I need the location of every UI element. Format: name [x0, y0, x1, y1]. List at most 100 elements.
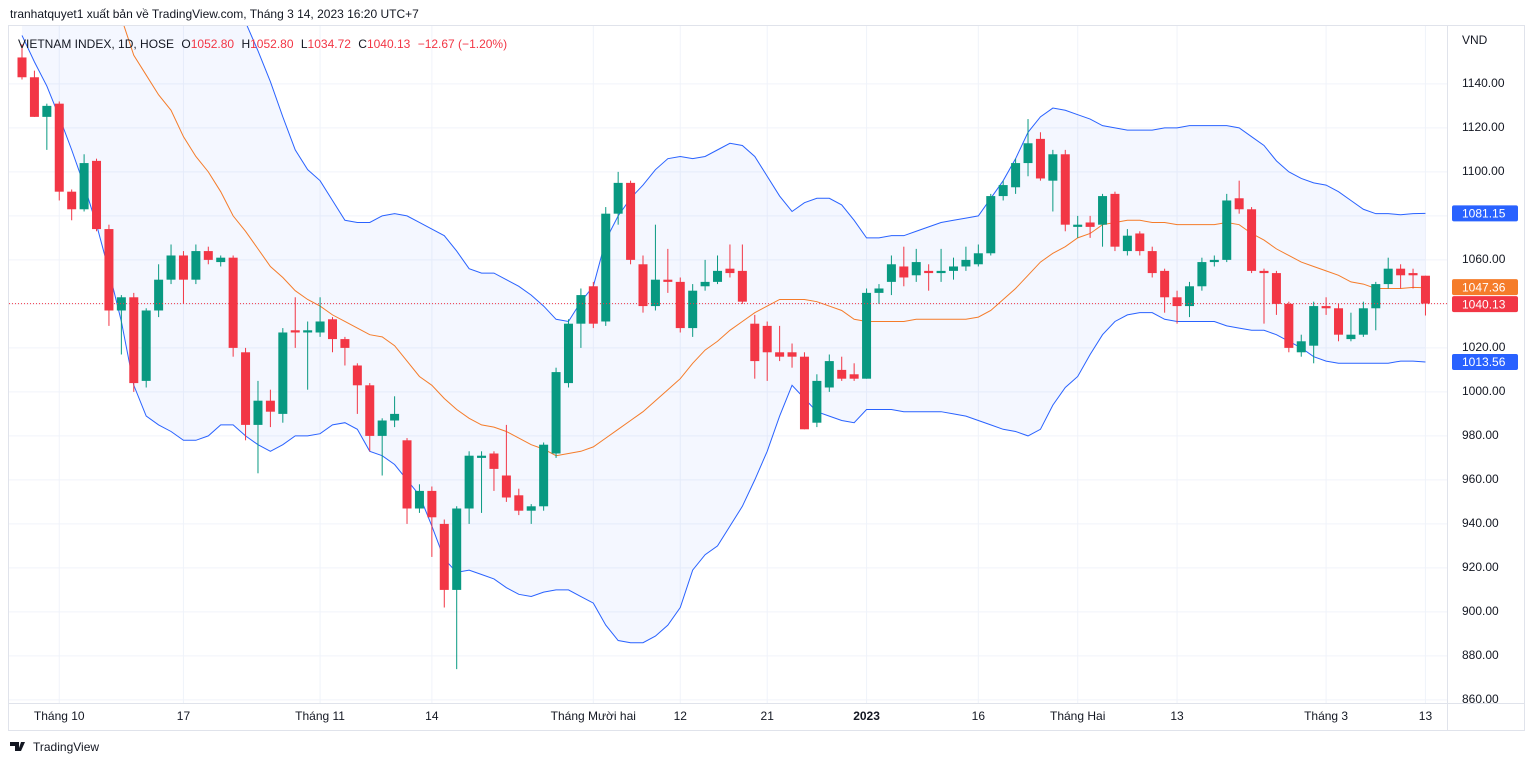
- x-tick-label: Tháng Mười hai: [551, 709, 636, 723]
- candle-body: [1135, 233, 1145, 252]
- y-tick-label: 960.00: [1462, 472, 1499, 486]
- candle-body: [1346, 334, 1356, 340]
- price-badge: [1452, 205, 1518, 222]
- candle-body: [1073, 224, 1083, 227]
- x-tick-label: Tháng 11: [295, 709, 345, 723]
- y-tick-label: 880.00: [1462, 648, 1499, 662]
- candle-body: [973, 253, 983, 265]
- candle-body: [477, 455, 487, 458]
- x-tick-label: 12: [674, 709, 688, 723]
- candle-body: [303, 330, 313, 333]
- candle-body: [452, 508, 462, 590]
- candle-body: [290, 330, 300, 333]
- candle-body: [961, 259, 971, 267]
- candle-body: [116, 297, 126, 311]
- candle-body: [787, 352, 797, 357]
- candle-body: [1420, 275, 1430, 304]
- x-tick-label: 17: [177, 709, 191, 723]
- band-line: [21, 35, 1426, 644]
- ohlc-value: 1052.80: [191, 37, 235, 51]
- candle-body: [1271, 273, 1281, 304]
- candle-body: [54, 103, 64, 192]
- candle-body: [1197, 262, 1207, 287]
- candle-body: [1396, 268, 1406, 276]
- candle-body: [1160, 270, 1170, 298]
- candle-body: [1371, 284, 1381, 309]
- candle-body: [986, 196, 996, 254]
- footer: TradingView: [33, 740, 99, 754]
- x-tick-label: 21: [761, 709, 775, 723]
- ohlc-value: 1052.80: [250, 37, 294, 51]
- candle-body: [1358, 308, 1368, 335]
- y-tick-label: 1060.00: [1462, 252, 1506, 266]
- candle-body: [241, 352, 251, 425]
- candle-body: [154, 279, 164, 311]
- candle-body: [1383, 268, 1393, 285]
- band-line: [123, 26, 1426, 457]
- price-badge-label: 1047.36: [1462, 280, 1506, 294]
- candle-body: [216, 257, 226, 263]
- candle-body: [849, 374, 859, 379]
- ohlc-label: C: [358, 37, 367, 51]
- candle-body: [576, 295, 586, 324]
- y-tick-label: 1140.00: [1462, 76, 1505, 90]
- candle-body: [79, 163, 89, 210]
- price-badge-label: 1081.15: [1462, 207, 1506, 221]
- y-tick-label: 1000.00: [1462, 384, 1506, 398]
- y-tick-label: 1100.00: [1462, 164, 1505, 178]
- candle-body: [713, 270, 723, 282]
- candle-body: [1048, 154, 1058, 181]
- symbol: VIETNAM INDEX, 1D, HOSE: [18, 37, 174, 51]
- y-tick-label: 920.00: [1462, 560, 1499, 574]
- candle-body: [650, 279, 660, 307]
- candle-body: [104, 229, 114, 311]
- candle-body: [1147, 251, 1157, 274]
- candle-body: [563, 323, 573, 384]
- candle-body: [675, 281, 685, 329]
- candle-body: [812, 380, 822, 423]
- candle-body: [1259, 270, 1269, 274]
- candle-body: [427, 490, 437, 518]
- candle-body: [688, 290, 698, 329]
- candle-body: [886, 264, 896, 282]
- candle-body: [924, 270, 934, 274]
- candle-body: [390, 413, 400, 421]
- candle-body: [626, 182, 636, 260]
- candle-body: [1011, 163, 1021, 188]
- candle-body: [253, 400, 263, 425]
- y-tick-label: 900.00: [1462, 604, 1499, 618]
- price-badge: [1452, 296, 1518, 313]
- candle-body: [328, 319, 337, 340]
- candle-body: [414, 490, 424, 509]
- candle-body: [911, 262, 921, 276]
- candle-body: [1284, 303, 1294, 348]
- footer-logo: TradingView: [10, 740, 99, 754]
- candle-body: [402, 440, 412, 509]
- candle-body: [42, 105, 52, 117]
- candle-body: [1110, 193, 1120, 247]
- candle-body: [762, 325, 772, 353]
- candle-body: [1023, 143, 1033, 164]
- candle-body: [489, 453, 499, 469]
- candle-body: [526, 506, 536, 511]
- chart-frame: [8, 25, 1525, 731]
- candle-body: [700, 281, 710, 287]
- candle-body: [949, 266, 958, 271]
- candle-body: [737, 270, 747, 302]
- ohlc-label: L: [301, 37, 308, 51]
- candle-body: [862, 292, 872, 379]
- price-badge: [1452, 354, 1518, 371]
- candle-body: [92, 160, 102, 230]
- y-tick-label: 1020.00: [1462, 340, 1506, 354]
- candle-body: [129, 297, 139, 384]
- candle-body: [613, 182, 623, 214]
- candle-body: [638, 264, 648, 307]
- ohlc-label: H: [241, 37, 250, 51]
- price-badge: [1452, 279, 1518, 296]
- y-tick-label: 980.00: [1462, 428, 1499, 442]
- price-badge-label: 1013.56: [1462, 355, 1506, 369]
- candle-body: [588, 286, 598, 324]
- candle-body: [775, 352, 785, 357]
- candle-body: [874, 288, 884, 293]
